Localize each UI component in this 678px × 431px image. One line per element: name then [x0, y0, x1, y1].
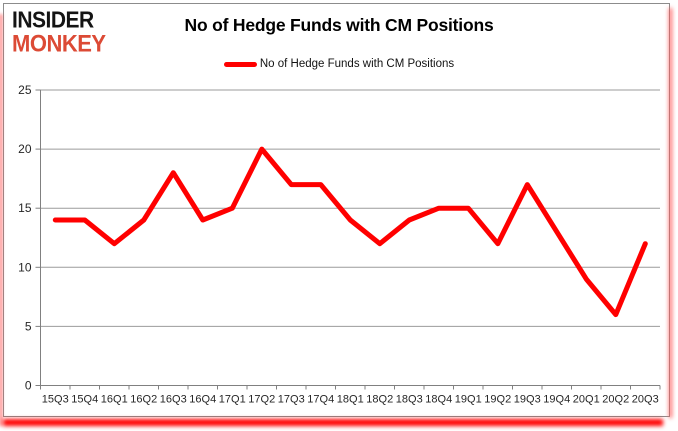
red-glow-bottom	[3, 419, 663, 426]
y-tick-label: 25	[18, 83, 32, 97]
x-tick-label: 20Q1	[573, 394, 600, 406]
x-tick-label: 16Q3	[160, 394, 187, 406]
insider-monkey-logo: INSIDER MONKEY	[12, 7, 106, 57]
x-tick-label: 19Q1	[455, 394, 482, 406]
red-glow-right	[669, 8, 672, 418]
x-tick-label: 17Q3	[278, 394, 305, 406]
x-tick-label: 19Q3	[514, 394, 541, 406]
x-tick-label: 16Q1	[101, 394, 128, 406]
legend: No of Hedge Funds with CM Positions	[0, 58, 678, 70]
legend-label: No of Hedge Funds with CM Positions	[259, 58, 455, 70]
x-tick-label: 15Q3	[42, 394, 69, 406]
y-tick-label: 20	[18, 142, 32, 156]
x-tick-label: 20Q3	[632, 394, 659, 406]
x-tick-label: 19Q2	[484, 394, 511, 406]
x-tick-label: 16Q4	[189, 394, 216, 406]
y-tick-label: 5	[25, 319, 32, 333]
x-tick-label: 18Q4	[425, 394, 452, 406]
legend-line-swatch	[223, 61, 257, 67]
x-tick-label: 17Q2	[248, 394, 275, 406]
y-tick-label: 0	[25, 379, 32, 393]
x-tick-label: 16Q2	[130, 394, 157, 406]
x-tick-label: 15Q4	[71, 394, 98, 406]
x-tick-label: 18Q2	[366, 394, 393, 406]
x-tick-label: 20Q2	[602, 394, 629, 406]
x-tick-label: 18Q1	[337, 394, 364, 406]
y-tick-label: 10	[18, 260, 32, 274]
chart-card-border	[3, 3, 670, 417]
series-line	[52, 146, 648, 318]
x-tick-label: 19Q4	[543, 394, 570, 406]
x-tick-label: 17Q4	[307, 394, 334, 406]
chart-title: No of Hedge Funds with CM Positions	[184, 15, 494, 35]
logo-line-insider: INSIDER	[12, 7, 94, 33]
x-tick-label: 18Q3	[396, 394, 423, 406]
y-tick-label: 15	[18, 201, 32, 215]
x-tick-label: 17Q1	[219, 394, 246, 406]
red-glow-left	[0, 14, 2, 426]
logo-line-monkey: MONKEY	[12, 29, 106, 57]
